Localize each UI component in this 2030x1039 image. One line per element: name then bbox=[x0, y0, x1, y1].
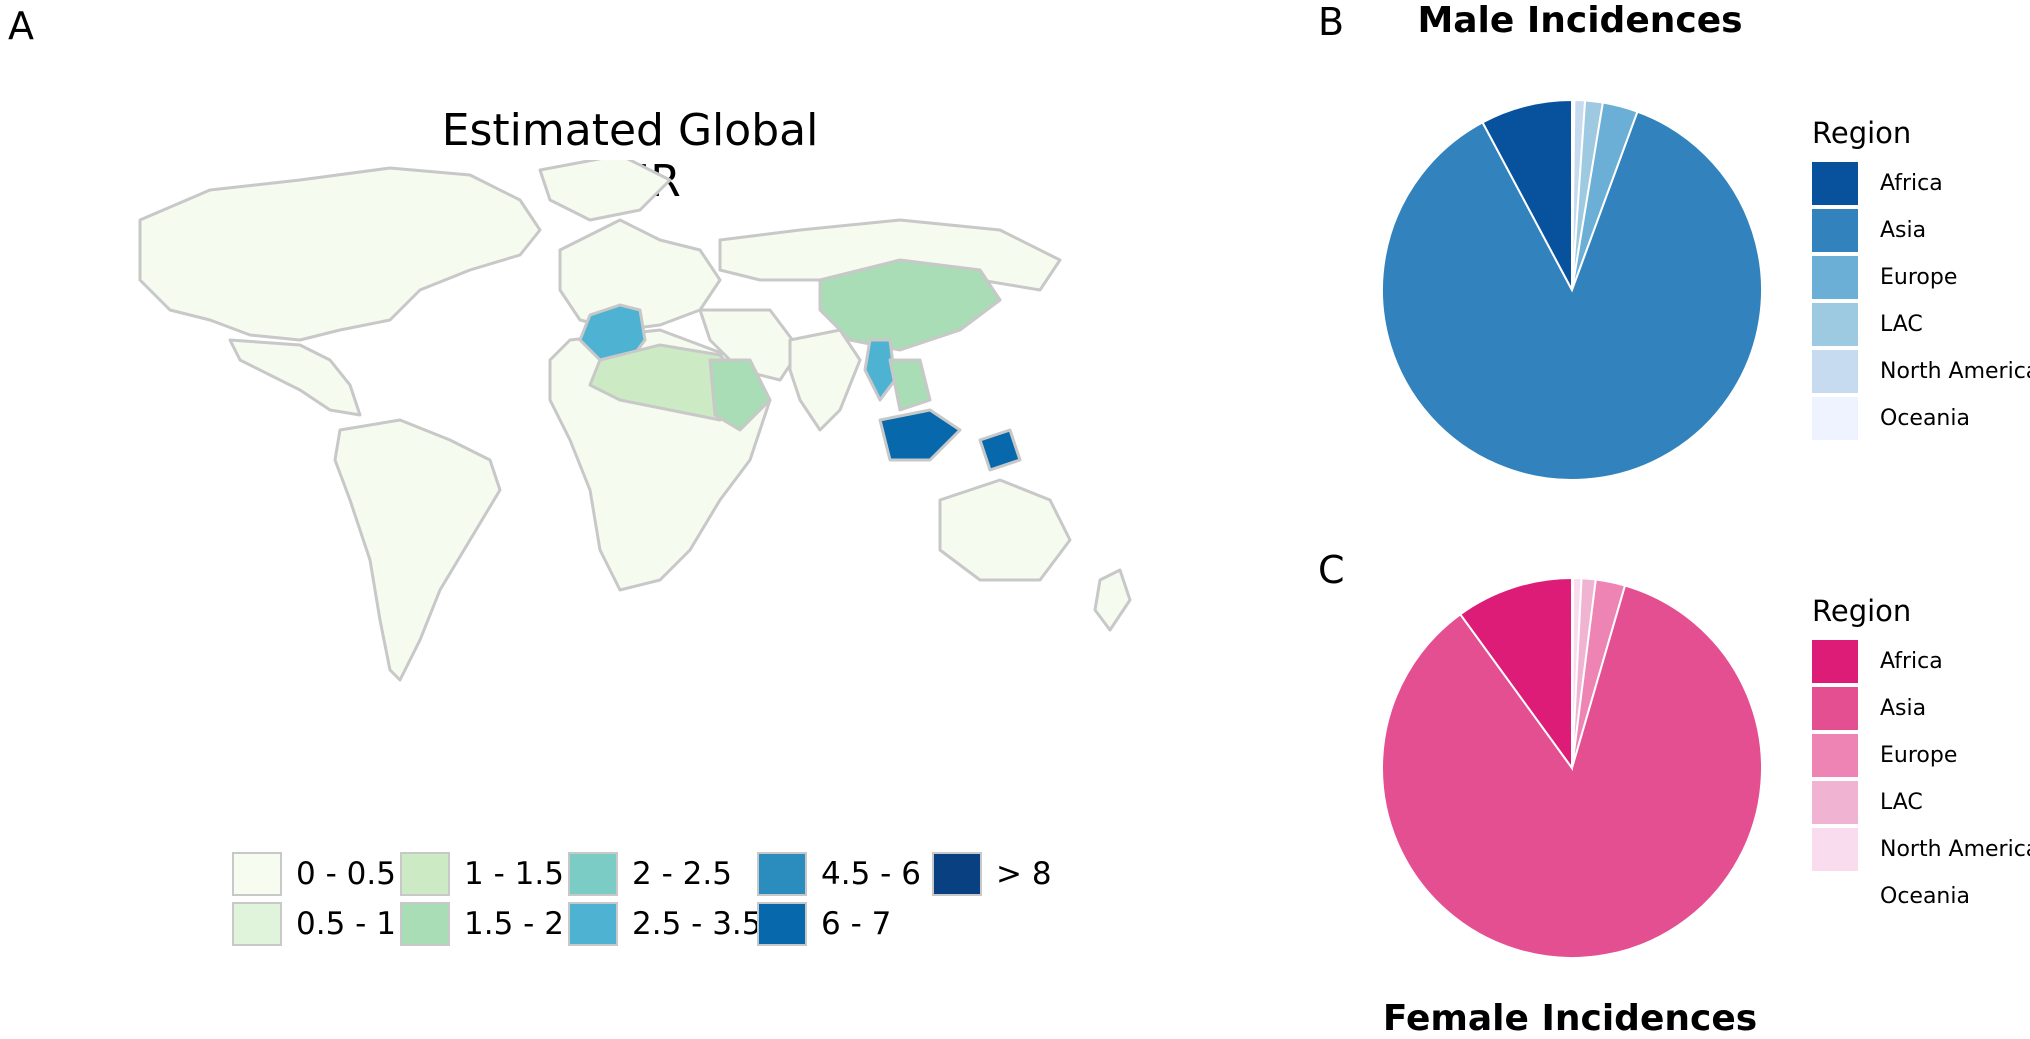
country-middle-east bbox=[698, 308, 802, 382]
male-legend-label: Asia bbox=[1880, 218, 1927, 243]
panel-letter-c: C bbox=[1318, 548, 1345, 592]
male-legend-item: Asia bbox=[1812, 207, 2030, 254]
male-pie-title: Male Incidences bbox=[1417, 0, 1743, 41]
legend-swatch-7 bbox=[757, 902, 807, 946]
legend-item-1: 0.5 - 1 bbox=[232, 902, 396, 946]
legend-item-4: 2 - 2.5 bbox=[568, 852, 732, 896]
female-pie-slice-asia bbox=[1381, 584, 1763, 959]
legend-label-4: 2 - 2.5 bbox=[632, 856, 732, 892]
female-legend-title: Region bbox=[1812, 594, 1912, 628]
legend-label-3: 1.5 - 2 bbox=[464, 906, 564, 942]
female-region-legend: Region Africa Asia Europe LAC North Amer… bbox=[1812, 594, 2030, 920]
female-pie-title: Female Incidences bbox=[1382, 998, 1758, 1039]
region-east-africa bbox=[708, 358, 772, 432]
region-indonesia-east bbox=[978, 428, 1022, 472]
map-legend: 0 - 0.5 0.5 - 1 1 - 1.5 1.5 - 2 2 - 2.5 … bbox=[232, 852, 1062, 952]
map-countries bbox=[138, 160, 1132, 682]
country-canada-usa bbox=[138, 166, 542, 342]
legend-label-1: 0.5 - 1 bbox=[296, 906, 396, 942]
male-legend-swatch bbox=[1812, 162, 1858, 205]
female-pie-chart bbox=[1381, 576, 1763, 959]
female-legend-swatch bbox=[1812, 781, 1858, 824]
female-legend-swatch bbox=[1812, 828, 1858, 871]
female-legend-label: North America bbox=[1880, 837, 2030, 862]
legend-label-8: > 8 bbox=[996, 856, 1052, 892]
female-legend-swatch bbox=[1812, 687, 1858, 730]
female-legend-swatch bbox=[1812, 875, 1858, 918]
legend-swatch-3 bbox=[400, 902, 450, 946]
female-legend-label: Africa bbox=[1880, 649, 1943, 674]
country-greenland bbox=[538, 160, 672, 222]
legend-swatch-1 bbox=[232, 902, 282, 946]
legend-item-7: 6 - 7 bbox=[757, 902, 891, 946]
female-legend-item: North America bbox=[1812, 826, 2030, 873]
male-legend-title: Region bbox=[1812, 116, 1912, 150]
legend-item-8: > 8 bbox=[932, 852, 1052, 896]
male-legend-swatch bbox=[1812, 303, 1858, 346]
region-se-asia bbox=[888, 358, 932, 412]
male-pie-slice-africa bbox=[1481, 98, 1573, 291]
female-legend-label: Europe bbox=[1880, 743, 1958, 768]
legend-swatch-2 bbox=[400, 852, 450, 896]
world-map bbox=[138, 160, 1132, 682]
female-legend-label: Asia bbox=[1880, 696, 1927, 721]
male-pie-chart bbox=[1381, 98, 1763, 481]
legend-swatch-5 bbox=[568, 902, 618, 946]
female-legend-item: Oceania bbox=[1812, 873, 2030, 920]
panel-letter-b: B bbox=[1318, 0, 1345, 44]
male-legend-item: LAC bbox=[1812, 301, 2030, 348]
female-legend-item: Europe bbox=[1812, 732, 2030, 779]
male-legend-label: Europe bbox=[1880, 265, 1958, 290]
female-legend-item: Asia bbox=[1812, 685, 2030, 732]
male-legend-item: Oceania bbox=[1812, 395, 2030, 442]
male-legend-label: Africa bbox=[1880, 171, 1943, 196]
country-south-america bbox=[333, 418, 502, 682]
legend-swatch-8 bbox=[932, 852, 982, 896]
female-legend-swatch bbox=[1812, 734, 1858, 777]
legend-item-2: 1 - 1.5 bbox=[400, 852, 564, 896]
female-legend-swatch bbox=[1812, 640, 1858, 683]
female-legend-item: LAC bbox=[1812, 779, 2030, 826]
legend-item-6: 4.5 - 6 bbox=[757, 852, 921, 896]
legend-item-5: 2.5 - 3.5 bbox=[568, 902, 762, 946]
region-china bbox=[818, 258, 1002, 352]
male-legend-item: Europe bbox=[1812, 254, 2030, 301]
male-region-legend: Region Africa Asia Europe LAC North Amer… bbox=[1812, 116, 2030, 442]
female-legend-item: Africa bbox=[1812, 638, 2030, 685]
panel-letter-a: A bbox=[8, 4, 34, 48]
male-legend-label: LAC bbox=[1880, 312, 1923, 337]
male-legend-label: Oceania bbox=[1880, 406, 1970, 431]
legend-label-0: 0 - 0.5 bbox=[296, 856, 396, 892]
legend-swatch-0 bbox=[232, 852, 282, 896]
country-australia bbox=[938, 478, 1072, 582]
female-legend-label: Oceania bbox=[1880, 884, 1970, 909]
country-new-zealand bbox=[1093, 568, 1132, 632]
male-legend-swatch bbox=[1812, 209, 1858, 252]
male-pie-slice-asia bbox=[1381, 110, 1763, 481]
male-legend-swatch bbox=[1812, 397, 1858, 440]
legend-swatch-6 bbox=[757, 852, 807, 896]
legend-swatch-4 bbox=[568, 852, 618, 896]
country-india bbox=[788, 328, 862, 432]
legend-item-3: 1.5 - 2 bbox=[400, 902, 564, 946]
legend-label-5: 2.5 - 3.5 bbox=[632, 906, 762, 942]
region-myanmar bbox=[863, 338, 897, 402]
legend-item-0: 0 - 0.5 bbox=[232, 852, 396, 896]
male-legend-item: North America bbox=[1812, 348, 2030, 395]
male-legend-swatch bbox=[1812, 350, 1858, 393]
male-legend-swatch bbox=[1812, 256, 1858, 299]
male-legend-item: Africa bbox=[1812, 160, 2030, 207]
male-legend-label: North America bbox=[1880, 359, 2030, 384]
female-legend-label: LAC bbox=[1880, 790, 1923, 815]
legend-label-2: 1 - 1.5 bbox=[464, 856, 564, 892]
legend-label-6: 4.5 - 6 bbox=[821, 856, 921, 892]
legend-label-7: 6 - 7 bbox=[821, 906, 892, 942]
female-pie-slice-africa bbox=[1458, 576, 1573, 772]
region-indonesia bbox=[878, 408, 962, 462]
country-mexico-central bbox=[228, 338, 362, 417]
